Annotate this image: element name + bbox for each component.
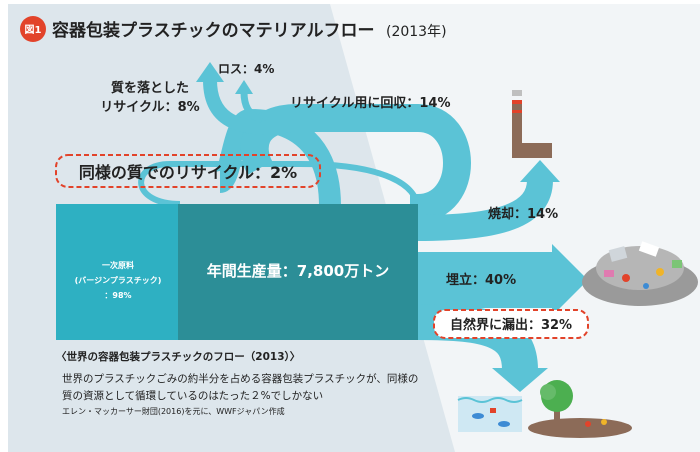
caption-source: エレン・マッカーサー財団(2016)を元に、WWFジャパン作成 (62, 406, 285, 416)
arrowhead-landfill (552, 244, 588, 316)
virgin-label-2: (バージンプラスチック) (75, 275, 162, 285)
annual-production-label: 年間生産量：7,800万トン (207, 262, 389, 280)
caption-line-2: 質の資源として循環しているのはたった２%でしかない (62, 389, 323, 402)
landfill-heap-illustration (582, 241, 698, 306)
flow-incineration (417, 178, 553, 241)
flow-low-quality-recycling (203, 79, 269, 135)
arrowhead-incineration (520, 160, 560, 182)
virgin-label-3: ：98% (104, 291, 131, 300)
same-quality-recycling-label: 同様の質でのリサイクル：2% (79, 163, 297, 182)
figure-badge (20, 16, 46, 42)
factory-illustration (512, 90, 552, 158)
arrowhead-loss (235, 80, 253, 94)
loss-label: ロス：4% (218, 62, 274, 76)
virgin-material-block (56, 204, 180, 340)
leakage-label: 自然界に漏出：32% (450, 317, 572, 333)
figure-year: (2013年) (386, 24, 447, 40)
annual-production-block (178, 204, 418, 340)
figure-title: 容器包装プラスチックのマテリアルフロー (52, 20, 375, 41)
caption-line-1: 世界のプラスチックごみの約半分を占める容器包装プラスチックが、同様の (62, 372, 418, 385)
flow-same-quality-loop (138, 161, 421, 211)
ocean-leakage-illustration (457, 396, 523, 432)
flow-loss (240, 91, 264, 124)
virgin-label-1: 一次原料 (102, 260, 134, 270)
arrowhead-leakage (492, 368, 548, 392)
flow-landfill (418, 252, 553, 308)
flow-collected-for-recycling (240, 104, 471, 222)
land-leakage-illustration (528, 380, 632, 438)
low-quality-recycling-label-2: リサイクル：8% (100, 100, 199, 115)
figure-badge-label: 図1 (25, 24, 42, 36)
caption-heading: 〈世界の容器包装プラスチックのフロー（2013）〉 (56, 350, 300, 363)
incineration-label: 焼却：14% (488, 206, 558, 222)
collected-for-recycling-label: リサイクル用に回収：14% (290, 96, 450, 111)
landfill-label: 埋立：40% (446, 272, 516, 288)
low-quality-recycling-label-1: 質を落とした (111, 80, 189, 96)
arrowhead-low-quality (196, 62, 224, 82)
same-quality-highlight (55, 154, 321, 188)
leakage-highlight (433, 309, 589, 339)
